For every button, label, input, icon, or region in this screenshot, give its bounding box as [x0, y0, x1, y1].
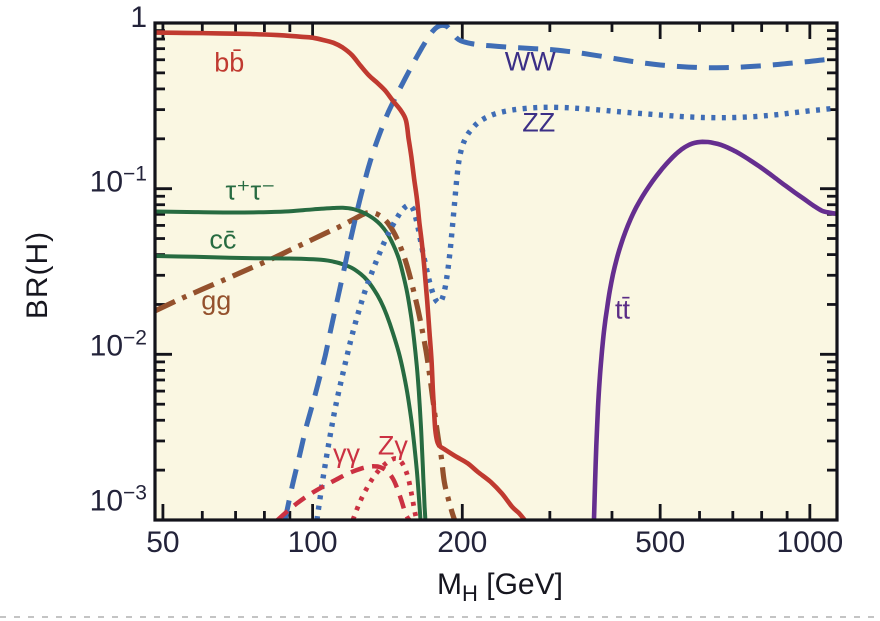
curve-cc: [154, 254, 423, 521]
curve-zz: [314, 104, 838, 521]
curve-label-gammagamma: γγ: [333, 438, 360, 469]
x-axis-title-symbol: M: [437, 568, 463, 601]
curve-tt: [591, 139, 838, 521]
curve-label-cc: cc̄: [209, 224, 237, 255]
curve-zgamma: [350, 456, 420, 521]
axis-ticks: [155, 21, 837, 522]
curve-gg: [154, 209, 458, 521]
curve-label-tautau: τ⁺τ⁻: [225, 175, 276, 206]
x-axis-title-units: [GeV]: [477, 568, 563, 601]
curve-bb: [154, 30, 527, 521]
curve-gammagamma: [276, 464, 412, 521]
x-tick-label-50: 50: [146, 526, 180, 559]
curve-label-bb: bb̄: [214, 47, 245, 78]
curves: [154, 22, 838, 521]
plot-frame: [153, 21, 839, 522]
curve-label-zgamma: Zγ: [377, 430, 408, 461]
x-axis-title: MH [GeV]: [370, 568, 630, 607]
x-tick-label-1000: 1000: [776, 526, 844, 559]
curve-label-zz: ZZ: [522, 107, 556, 138]
x-tick-label-100: 100: [287, 526, 338, 559]
y-tick-label-0: 1: [130, 1, 147, 34]
curve-label-tt: tt̄: [614, 294, 631, 325]
curve-label-gg: gg: [201, 285, 232, 316]
y-tick-label-3: 10−3: [89, 481, 147, 518]
scan-artifact-line: [0, 616, 880, 618]
y-tick-label-2: 10−2: [89, 326, 147, 363]
x-axis-title-subscript: H: [462, 581, 478, 606]
curve-label-ww: WW: [504, 46, 556, 77]
x-tick-label-200: 200: [437, 526, 488, 559]
curve-ww: [282, 22, 838, 521]
curve-tautau: [154, 205, 428, 521]
plot-background: [155, 23, 837, 520]
x-tick-label-500: 500: [635, 526, 686, 559]
y-tick-label-1: 10−1: [89, 162, 147, 199]
